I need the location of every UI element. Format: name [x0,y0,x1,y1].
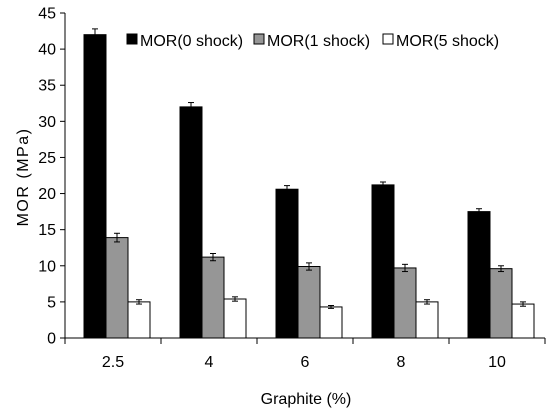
y-tick-label: 45 [38,6,56,23]
bar [319,306,343,339]
bar [393,267,417,339]
bar [489,268,513,339]
bar [467,211,491,339]
legend-swatch [253,33,265,45]
legend: MOR(0 shock) MOR(1 shock) MOR(5 shock) [126,33,499,50]
bar [297,266,321,339]
x-tick-label: 6 [301,354,310,371]
x-axis-title: Graphite (%) [261,391,352,408]
y-tick-label: 10 [38,258,56,275]
y-tick-label: 40 [38,42,56,59]
y-tick-label: 20 [38,186,56,203]
y-axis: 0 5 10 15 20 25 30 35 40 45 [38,6,66,348]
bar [83,34,107,339]
y-tick-label: 0 [47,331,56,348]
x-tick-label: 4 [205,354,214,371]
x-axis: 2.5 4 6 8 10 [64,337,546,371]
bar [105,237,129,339]
legend-swatch [382,33,394,45]
legend-label: MOR(1 shock) [267,33,370,50]
y-tick-label: 25 [38,150,56,167]
bars [83,34,535,339]
y-tick-label: 35 [38,78,56,95]
bar [201,256,225,339]
legend-swatch [126,33,138,45]
bar [127,301,151,339]
bar [371,184,395,339]
bar [511,303,535,339]
y-tick-label: 30 [38,114,56,131]
y-axis-title: MOR (MPa) [15,128,32,227]
x-tick-label: 2.5 [102,354,124,371]
bar [179,106,203,339]
bar [415,301,439,339]
y-tick-label: 15 [38,222,56,239]
error-bars [92,28,526,309]
bar [275,188,299,339]
bar [223,298,247,339]
y-tick-label: 5 [47,294,56,311]
legend-label: MOR(0 shock) [140,33,243,50]
legend-label: MOR(5 shock) [396,33,499,50]
x-tick-label: 10 [488,354,506,371]
x-tick-label: 8 [397,354,406,371]
